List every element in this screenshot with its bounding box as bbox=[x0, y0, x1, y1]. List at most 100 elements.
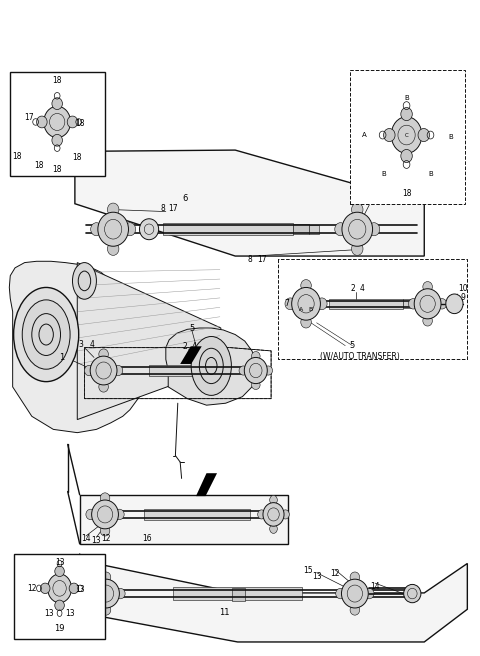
Text: 4: 4 bbox=[192, 342, 197, 351]
Ellipse shape bbox=[423, 316, 432, 326]
Ellipse shape bbox=[84, 365, 94, 376]
Ellipse shape bbox=[258, 510, 265, 519]
Ellipse shape bbox=[252, 352, 260, 361]
Ellipse shape bbox=[270, 524, 277, 533]
Text: C: C bbox=[405, 133, 408, 138]
Ellipse shape bbox=[301, 279, 312, 291]
Ellipse shape bbox=[87, 588, 96, 599]
Ellipse shape bbox=[92, 500, 119, 529]
Ellipse shape bbox=[336, 588, 345, 599]
Bar bbox=[10, 72, 105, 176]
Ellipse shape bbox=[99, 382, 108, 392]
Ellipse shape bbox=[401, 150, 412, 163]
Text: 16: 16 bbox=[142, 534, 152, 543]
Text: 18: 18 bbox=[52, 76, 62, 85]
Text: 14: 14 bbox=[370, 582, 380, 591]
Ellipse shape bbox=[113, 365, 123, 376]
Ellipse shape bbox=[368, 222, 380, 236]
Text: 19: 19 bbox=[54, 625, 65, 634]
Ellipse shape bbox=[116, 588, 125, 599]
Ellipse shape bbox=[437, 298, 447, 309]
Polygon shape bbox=[9, 261, 221, 433]
Ellipse shape bbox=[52, 98, 62, 110]
Ellipse shape bbox=[67, 116, 78, 128]
Text: 9: 9 bbox=[460, 293, 465, 302]
Text: A: A bbox=[299, 307, 303, 312]
Polygon shape bbox=[180, 346, 202, 364]
Ellipse shape bbox=[100, 493, 110, 503]
Text: 18: 18 bbox=[52, 165, 62, 174]
Ellipse shape bbox=[335, 222, 346, 236]
Ellipse shape bbox=[55, 600, 64, 611]
Text: A: A bbox=[362, 132, 367, 138]
Ellipse shape bbox=[101, 572, 111, 583]
Polygon shape bbox=[80, 560, 468, 642]
Ellipse shape bbox=[91, 222, 102, 236]
Text: 18: 18 bbox=[12, 152, 22, 161]
Text: 8: 8 bbox=[160, 205, 165, 213]
Polygon shape bbox=[149, 365, 230, 376]
Text: 13: 13 bbox=[65, 609, 75, 619]
Text: 18: 18 bbox=[72, 154, 82, 163]
Text: 6: 6 bbox=[182, 194, 188, 203]
Text: 1: 1 bbox=[60, 353, 65, 362]
Text: 7: 7 bbox=[284, 299, 289, 308]
Text: 13: 13 bbox=[55, 558, 64, 567]
Text: 18: 18 bbox=[75, 119, 84, 129]
Ellipse shape bbox=[341, 579, 368, 608]
Text: 13: 13 bbox=[92, 536, 101, 545]
Polygon shape bbox=[196, 473, 217, 496]
Ellipse shape bbox=[384, 129, 395, 142]
Text: 10: 10 bbox=[458, 284, 468, 293]
Ellipse shape bbox=[100, 525, 110, 536]
Ellipse shape bbox=[191, 337, 231, 396]
Text: 17: 17 bbox=[257, 255, 266, 264]
Ellipse shape bbox=[282, 510, 289, 519]
Polygon shape bbox=[75, 150, 424, 256]
Text: B: B bbox=[448, 134, 453, 140]
Text: 8: 8 bbox=[247, 255, 252, 264]
Polygon shape bbox=[166, 328, 257, 405]
Polygon shape bbox=[328, 298, 403, 309]
Ellipse shape bbox=[244, 358, 267, 384]
Ellipse shape bbox=[99, 349, 108, 359]
Ellipse shape bbox=[101, 605, 111, 615]
Ellipse shape bbox=[90, 356, 117, 385]
Ellipse shape bbox=[124, 222, 136, 236]
Bar bbox=[14, 554, 105, 639]
Ellipse shape bbox=[263, 502, 284, 526]
Ellipse shape bbox=[239, 366, 248, 375]
Text: 4: 4 bbox=[360, 284, 364, 293]
Text: 12: 12 bbox=[330, 569, 339, 578]
Text: B: B bbox=[404, 94, 409, 101]
Text: 17: 17 bbox=[24, 113, 34, 122]
Ellipse shape bbox=[264, 366, 273, 375]
Ellipse shape bbox=[72, 262, 96, 299]
Ellipse shape bbox=[44, 106, 71, 138]
Ellipse shape bbox=[292, 287, 321, 320]
Text: 2: 2 bbox=[350, 284, 355, 293]
Ellipse shape bbox=[55, 566, 64, 577]
Bar bbox=[403, 299, 415, 308]
Ellipse shape bbox=[446, 294, 463, 314]
Text: 4: 4 bbox=[89, 340, 94, 349]
Ellipse shape bbox=[351, 242, 363, 255]
Ellipse shape bbox=[317, 298, 327, 310]
Ellipse shape bbox=[48, 574, 72, 603]
Text: 17: 17 bbox=[168, 205, 178, 213]
Ellipse shape bbox=[401, 108, 412, 121]
Text: 15: 15 bbox=[303, 565, 313, 575]
Ellipse shape bbox=[270, 495, 277, 504]
Ellipse shape bbox=[423, 281, 432, 292]
Polygon shape bbox=[80, 495, 288, 544]
Ellipse shape bbox=[364, 588, 374, 599]
Ellipse shape bbox=[301, 316, 312, 328]
Text: 13: 13 bbox=[44, 609, 53, 619]
Ellipse shape bbox=[13, 287, 79, 382]
Ellipse shape bbox=[93, 579, 120, 608]
Ellipse shape bbox=[285, 298, 296, 310]
Bar bbox=[293, 224, 310, 234]
Text: 5: 5 bbox=[350, 341, 355, 350]
Text: B: B bbox=[381, 171, 386, 177]
Ellipse shape bbox=[350, 605, 360, 615]
